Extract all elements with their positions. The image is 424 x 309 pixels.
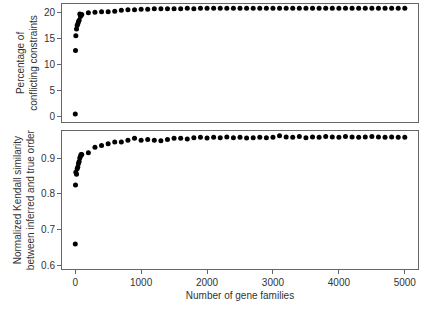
svg-text:Number of gene families: Number of gene families [186, 290, 294, 301]
svg-text:0.9: 0.9 [41, 153, 55, 164]
svg-text:3000: 3000 [262, 277, 285, 288]
svg-text:Normalized Kendall similarityb: Normalized Kendall similaritybetween inf… [12, 129, 36, 270]
svg-text:10: 10 [44, 59, 56, 70]
svg-text:0.8: 0.8 [41, 188, 55, 199]
svg-text:0.6: 0.6 [41, 260, 55, 271]
svg-text:20: 20 [44, 7, 56, 18]
svg-text:1000: 1000 [130, 277, 153, 288]
svg-text:Percentage ofconflicting const: Percentage ofconflicting constraints [15, 15, 39, 111]
svg-text:5: 5 [49, 85, 55, 96]
svg-text:0: 0 [72, 277, 78, 288]
svg-text:2000: 2000 [196, 277, 219, 288]
svg-text:5000: 5000 [394, 277, 417, 288]
svg-text:15: 15 [44, 33, 56, 44]
svg-text:4000: 4000 [328, 277, 351, 288]
svg-text:0: 0 [49, 111, 55, 122]
svg-text:0.7: 0.7 [41, 224, 55, 235]
